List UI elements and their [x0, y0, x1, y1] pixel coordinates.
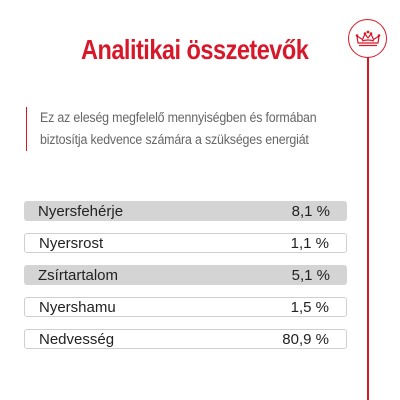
- nutrient-value: 5,1 %: [291, 266, 330, 284]
- divider-line: [367, 52, 369, 400]
- nutrient-row-ash: Nyershamu 1,5 %: [24, 297, 347, 317]
- description: Ez az eleség megfelelő mennyiségben és f…: [26, 107, 346, 151]
- nutrient-value: 80,9 %: [282, 330, 329, 348]
- nutrient-value: 8,1 %: [291, 202, 330, 220]
- nutrient-name: Nyersfehérje: [38, 202, 124, 220]
- nutrient-table: Nyersfehérje 8,1 % Nyersrost 1,1 % Zsírt…: [24, 201, 347, 361]
- nutrient-row-moisture: Nedvesség 80,9 %: [24, 329, 347, 349]
- nutrient-name: Zsírtartalom: [38, 266, 119, 284]
- description-line-1: Ez az eleség megfelelő mennyiségben és f…: [40, 110, 317, 125]
- nutrient-name: Nyersrost: [39, 234, 104, 252]
- royal-crown-icon: [355, 30, 380, 46]
- description-line-2: biztosítja kedvence számára a szükséges …: [40, 132, 309, 147]
- nutrient-row-fiber: Nyersrost 1,1 %: [24, 233, 347, 253]
- nutrient-row-fat: Zsírtartalom 5,1 %: [24, 265, 347, 285]
- nutrient-value: 1,1 %: [290, 234, 329, 252]
- nutrient-row-protein: Nyersfehérje 8,1 %: [24, 201, 347, 221]
- nutrient-value: 1,5 %: [290, 298, 329, 316]
- page-title: Analitikai összetevők: [81, 34, 309, 65]
- nutrient-name: Nyershamu: [39, 298, 116, 316]
- nutrient-name: Nedvesség: [39, 330, 115, 348]
- brand-logo: [348, 19, 387, 58]
